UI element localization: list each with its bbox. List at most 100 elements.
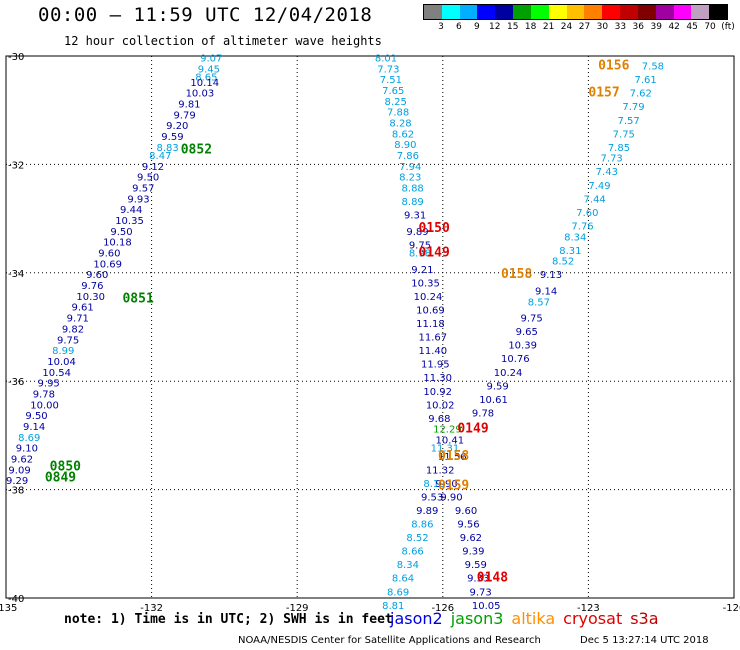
legend-swatch (495, 5, 514, 19)
wave-height-value: 9.60 (455, 506, 477, 517)
wave-height-value: 8.98 (409, 249, 431, 260)
wave-height-value: 10.69 (416, 305, 445, 316)
wave-height-value: 9.75 (409, 240, 431, 251)
wave-height-value: 8.47 (149, 151, 171, 162)
legend-label: 45 (686, 22, 698, 32)
pass-time-label: 0156 (598, 59, 629, 74)
pass-time-label: 0850 (50, 460, 81, 475)
lon-tick-label: -135 (0, 603, 17, 614)
wave-height-value: 7.85 (608, 143, 630, 154)
legend-swatch (530, 5, 549, 19)
wave-height-value: 10.41 (436, 436, 465, 447)
wave-height-value: 8.28 (389, 118, 411, 129)
legend-swatch (584, 5, 603, 19)
wave-height-value: 9.73 (469, 587, 491, 598)
wave-height-value: 8.01 (375, 53, 397, 64)
wave-height-value: 10.18 (103, 238, 132, 249)
wave-height-value: 8.57 (528, 297, 550, 308)
legend-label: 24 (560, 22, 573, 32)
wave-height-value: 9.20 (166, 121, 188, 132)
wave-height-value: 12.29 (433, 425, 462, 436)
page-subtitle: 12 hour collection of altimeter wave hei… (64, 34, 382, 48)
lon-tick-label: -123 (577, 603, 600, 614)
wave-height-value: 8.52 (552, 257, 574, 268)
wave-height-value: 10.03 (186, 89, 215, 100)
wave-height-value: 11.31 (431, 444, 460, 455)
wave-height-value: 10.05 (472, 601, 501, 612)
legend-swatch (513, 5, 531, 19)
wave-height-value: 10.02 (426, 400, 455, 411)
lon-tick-label: -129 (286, 603, 309, 614)
wave-height-value: 7.73 (377, 64, 399, 75)
pass-time-label: 0852 (181, 143, 212, 158)
wave-height-value: 8.99 (52, 346, 74, 357)
wave-height-value: 9.56 (457, 520, 479, 531)
pass-time-label: 0159 (438, 479, 469, 494)
wave-height-value: 7.44 (584, 194, 606, 205)
wave-height-value: 9.75 (520, 314, 542, 325)
wave-height-value: 8.34 (564, 232, 586, 243)
timestamp: Dec 5 13:27:14 UTC 2018 (580, 635, 709, 646)
wave-height-value: 10.24 (494, 368, 523, 379)
legend-label: 18 (524, 22, 537, 32)
wave-height-value: 8.65 (195, 72, 217, 83)
wave-height-value: 9.21 (411, 265, 433, 276)
wave-height-value: 9.78 (33, 389, 55, 400)
wave-height-value: 8.64 (392, 574, 414, 585)
pass-time-label: 0149 (457, 422, 488, 437)
legend-label: 39 (650, 22, 662, 32)
color-legend-labels: 3 6 9 12 15 18 21 24 27 30 33 36 39 42 45 70 (ft) (423, 22, 735, 34)
pass-time-label: 0149 (419, 246, 450, 261)
wave-height-value: 9.53 (421, 492, 443, 503)
wave-height-value: 9.31 (404, 211, 426, 222)
wave-height-value: 10.35 (411, 278, 440, 289)
lon-tick-label: -120 (723, 603, 740, 614)
wave-height-value: 9.59 (465, 560, 487, 571)
wave-height-value: 8.66 (402, 547, 424, 558)
wave-height-value: 7.88 (387, 108, 409, 119)
wave-height-value: 9.59 (161, 132, 183, 143)
legend-swatch (459, 5, 478, 19)
wave-height-value: 9.29 (6, 476, 28, 487)
wave-height-value: 8.52 (406, 533, 428, 544)
wave-height-value: 9.44 (120, 205, 142, 216)
wave-height-value: 9.89 (416, 506, 438, 517)
wave-height-value: 8.23 (399, 173, 421, 184)
wave-height-value: 7.51 (380, 75, 402, 86)
wave-height-value: 8.90 (394, 140, 416, 151)
pass-time-label: 0148 (477, 571, 508, 586)
wave-height-value: 10.54 (42, 368, 71, 379)
wave-height-value: 11.18 (416, 319, 445, 330)
wave-height-value: 11.67 (419, 333, 448, 344)
wave-height-value: 8.88 (402, 184, 424, 195)
wave-height-value: 9.65 (516, 327, 538, 338)
footer-note: note: 1) Time is in UTC; 2) SWH is in fe… (64, 612, 393, 627)
legend-label: 33 (614, 22, 627, 32)
wave-height-value: 7.73 (601, 154, 623, 165)
wave-height-value: 9.68 (428, 414, 450, 425)
legend-swatch (637, 5, 656, 19)
legend-swatch (441, 5, 460, 19)
credit-text: NOAA/NESDIS Center for Satellite Applica… (238, 635, 541, 646)
legend-label: 3 (438, 22, 444, 32)
wave-height-value: 7.57 (618, 116, 640, 127)
wave-height-value: 7.94 (399, 162, 421, 173)
pass-time-label: 0849 (45, 470, 76, 485)
wave-height-value: 9.82 (62, 324, 84, 335)
wave-height-value: 9.62 (460, 533, 482, 544)
wave-height-value: 9.90 (440, 492, 462, 503)
pass-time-label: 0150 (419, 221, 450, 236)
wave-height-value: 7.75 (613, 129, 635, 140)
wave-height-value: 8.69 (387, 587, 409, 598)
wave-height-value: 10.30 (76, 292, 105, 303)
wave-height-value: 11.40 (419, 346, 448, 357)
legend-swatch (673, 5, 692, 19)
wave-height-value: 7.49 (588, 181, 610, 192)
wave-height-value: 9.50 (25, 411, 47, 422)
legend-label: 12 (489, 22, 501, 32)
wave-height-value: 9.60 (98, 249, 120, 260)
color-legend (423, 4, 728, 20)
map-frame (5, 55, 735, 599)
pass-time-label: 0158 (438, 449, 469, 464)
